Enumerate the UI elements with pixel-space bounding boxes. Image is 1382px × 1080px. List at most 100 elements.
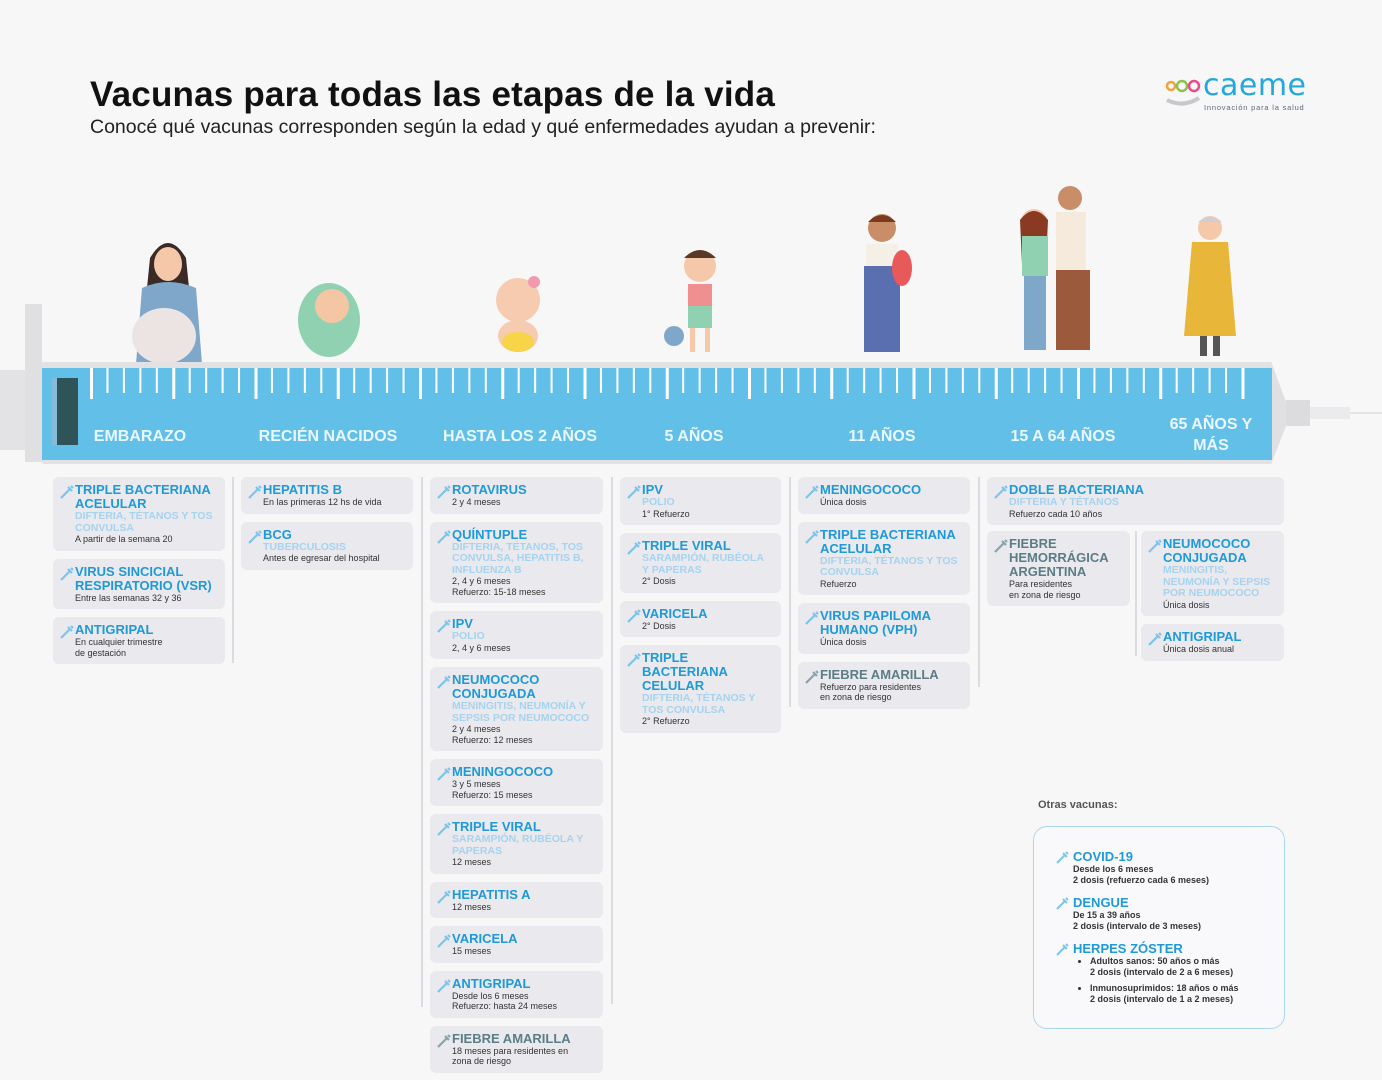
syringe-icon	[248, 485, 262, 499]
vaccine-detail: 18 meses para residentes en zona de ries…	[452, 1045, 569, 1067]
scale-tick	[419, 368, 422, 399]
vaccine-detail: Refuerzo para residentes en zona de ries…	[820, 681, 922, 703]
vaccine-disease: Difteria, tétanos y tos convulsa	[642, 692, 756, 716]
other-vaccines-box: COVID-19 Desde los 6 meses 2 dosis (refu…	[1033, 826, 1285, 1029]
scale-tick	[1159, 368, 1163, 399]
vaccine-card: Varicela 2° Dosis	[620, 600, 781, 637]
vaccine-column: Triple bacteriana acelular Difteria, téta…	[53, 477, 225, 664]
syringe-icon	[437, 889, 451, 904]
syringe-icon	[994, 485, 1008, 499]
list-item: Inmunosuprimidos: 18 años o más 2 dosis …	[1090, 983, 1281, 1005]
scale-tick	[748, 368, 751, 399]
vaccine-card: Triple viral Sarampión, rubéola y paperas…	[430, 814, 603, 874]
scale-tick	[616, 368, 619, 393]
vaccine-card: Quíntuple Difteria, tétanos, tos convulsa…	[430, 521, 603, 603]
vaccine-column: IPV Polio 1° Refuerzo Triple viral Sarampión…	[620, 477, 781, 733]
column-divider	[611, 477, 613, 1004]
scale-tick	[797, 368, 800, 393]
scale-tick	[879, 368, 882, 393]
herpes-list: Adultos sanos: 50 años o más 2 dosis (in…	[1056, 956, 1281, 1005]
vaccine-disease: Difteria y tétanos	[1009, 496, 1119, 508]
vaccine-disease: Difteria, tétanos, tos convulsa, hepatit…	[452, 540, 584, 576]
vaccine-detail: 2 y 4 meses Refuerzo: 12 meses	[452, 724, 533, 745]
column-divider	[232, 477, 234, 663]
vaccine-disease: Tuberculosis	[263, 540, 346, 553]
vaccine-disease: Polio	[642, 496, 675, 508]
vaccine-title: Fiebre amarilla	[452, 1030, 571, 1046]
syringe-icon	[60, 566, 74, 581]
scale-tick	[928, 368, 931, 393]
syringe-icon	[1056, 851, 1069, 864]
logo-mark-icon	[1165, 79, 1201, 106]
vaccine-title: Rotavirus	[452, 482, 527, 497]
vaccine-detail: 12 meses	[452, 901, 492, 912]
vaccine-title: Hepatitis B	[263, 482, 342, 497]
vaccine-detail: Única dosis	[820, 637, 867, 647]
other-vaccine-dengue: DENGUE De 15 a 39 años 2 dosis (interval…	[1056, 895, 1281, 932]
scale-tick	[155, 368, 158, 393]
boy-illustration	[864, 214, 912, 352]
scale-tick	[270, 368, 273, 393]
syringe-icon	[1056, 897, 1069, 910]
scale-tick	[1142, 368, 1145, 393]
stage-label: 65 AÑOS Y MÁS	[1169, 416, 1253, 454]
vaccine-card: Triple bacteriana acelular Difteria, téta…	[53, 477, 225, 551]
vaccine-detail: 12 meses	[452, 857, 492, 867]
scale-tick	[863, 368, 866, 393]
scale-tick	[205, 368, 208, 393]
syringe-plunger-flange	[25, 304, 42, 462]
syringe-icon	[805, 485, 819, 499]
scale-tick	[731, 368, 734, 393]
vaccine-title: Neumococo conjugada	[1163, 536, 1251, 565]
vaccine-disease: Sarampión, rubéola y paperas	[452, 833, 584, 857]
vaccine-detail: 2° Dosis	[642, 576, 676, 586]
vaccine-detail: A partir de la semana 20	[75, 534, 173, 544]
vaccine-card: Fiebre hemorrágica argentina Para residen…	[987, 531, 1130, 606]
scale-tick	[665, 368, 669, 399]
vaccine-card: Neumococo conjugada Meningitis, neumonía …	[430, 667, 603, 751]
syringe-icon	[805, 529, 819, 544]
scale-tick	[682, 368, 685, 393]
vaccine-card: Meningococo 3 y 5 meses Refuerzo: 15 mese…	[430, 759, 603, 806]
vaccine-detail: 3 y 5 meses Refuerzo: 15 meses	[452, 779, 533, 800]
adults-illustration	[1020, 186, 1090, 350]
vaccine-detail: Antes de egresar del hospital	[263, 553, 380, 563]
scale-tick	[1109, 368, 1112, 393]
vaccine-title: Varicela	[642, 605, 708, 621]
vaccine-card: Antigripal Desde los 6 meses Refuerzo: ha…	[430, 970, 603, 1018]
vaccine-title: Hepatitis A	[452, 886, 531, 902]
vaccine-card: Hepatitis B En las primeras 12 hs de vida	[241, 477, 413, 514]
column-divider	[1135, 531, 1137, 656]
scale-tick	[1077, 368, 1080, 399]
vaccine-detail: Refuerzo cada 10 años	[1009, 508, 1103, 519]
scale-tick	[649, 368, 652, 393]
vaccine-title: Triple viral	[452, 819, 541, 834]
scale-tick	[994, 368, 998, 399]
syringe-icon	[437, 767, 451, 781]
vaccine-title: Triple bacteriana celular	[642, 650, 728, 693]
scale-tick	[599, 368, 602, 393]
stage-label: EMBARAZO	[93, 428, 187, 445]
stage-label: HASTA LOS 2 AÑOS	[442, 428, 598, 445]
syringe-icon	[805, 611, 819, 625]
vaccine-disease: Difteria, tétanos y tos convulsa	[75, 510, 213, 534]
caeme-logo: caeme Innovación para la salud	[1165, 71, 1315, 116]
vaccine-title: IPV	[642, 482, 663, 497]
vaccine-card: Meningococo Única dosis	[798, 477, 970, 514]
syringe-icon	[805, 669, 819, 684]
page-subtitle: Conocé qué vacunas corresponden según la…	[90, 116, 876, 138]
scale-tick	[550, 368, 553, 393]
vaccine-title: Virus papiloma humano (VPH)	[820, 608, 931, 637]
vaccine-card: Rotavirus 2 y 4 meses	[430, 477, 603, 514]
scale-tick	[468, 368, 471, 393]
scale-tick	[1060, 368, 1063, 393]
vaccine-disease: Meningitis, neumonía y sepsis por neumoc…	[452, 700, 590, 724]
stage-label: 11 AÑOS	[848, 428, 916, 445]
scale-tick	[583, 368, 587, 399]
scale-tick	[369, 368, 372, 393]
syringe-icon	[437, 934, 451, 948]
vaccine-disease: Sarampión, rubéola y paperas	[642, 552, 764, 576]
syringe-stopper-edge	[52, 378, 58, 445]
syringe-icon	[1148, 632, 1162, 646]
girl-illustration	[664, 250, 716, 352]
